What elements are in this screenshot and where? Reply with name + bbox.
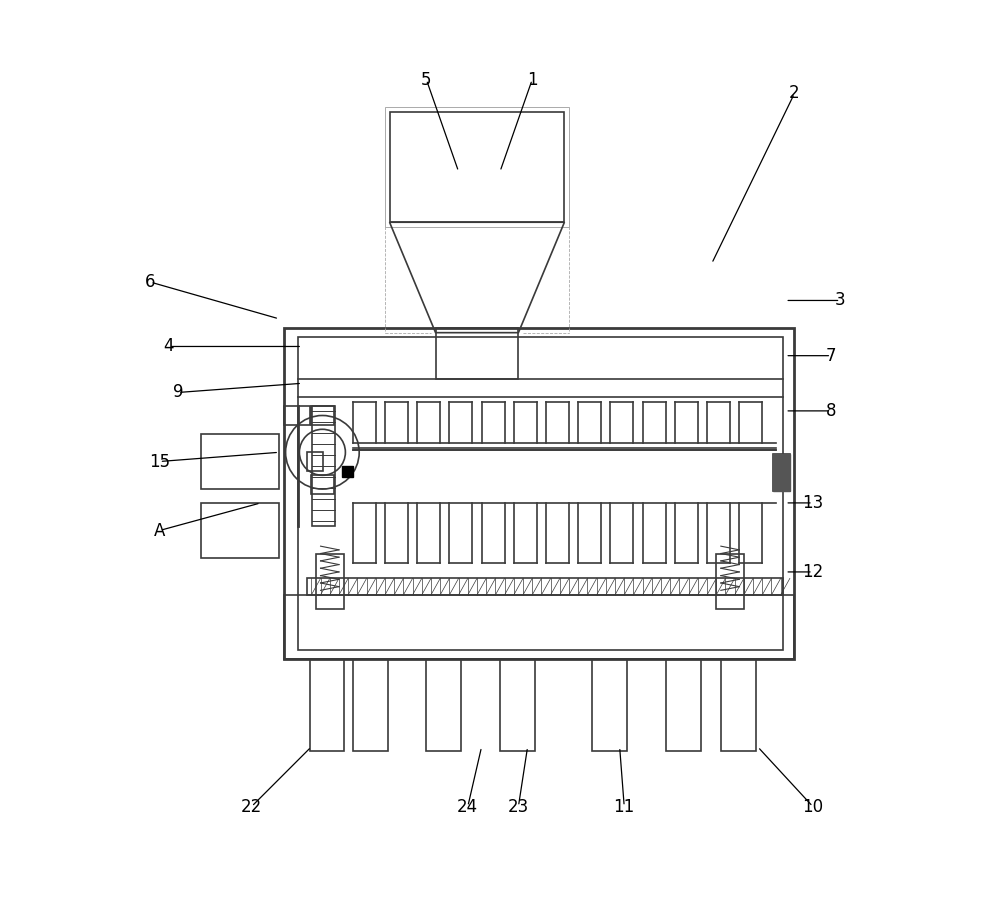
Text: 23: 23	[508, 797, 529, 816]
Text: 12: 12	[802, 563, 824, 581]
Text: 1: 1	[527, 70, 538, 89]
Text: 13: 13	[802, 494, 824, 512]
Bar	[342, 466, 353, 477]
Text: 8: 8	[826, 402, 837, 420]
Text: 11: 11	[614, 797, 635, 816]
Text: 7: 7	[826, 347, 837, 365]
Text: 2: 2	[789, 84, 800, 102]
Text: A: A	[154, 521, 165, 540]
Text: 5: 5	[421, 70, 432, 89]
Text: 22: 22	[241, 797, 262, 816]
Bar	[773, 454, 790, 491]
Text: 15: 15	[149, 452, 170, 471]
Text: 3: 3	[835, 292, 846, 309]
Text: 6: 6	[145, 273, 156, 291]
Text: 4: 4	[163, 338, 174, 355]
Text: 24: 24	[457, 797, 478, 816]
Text: 9: 9	[173, 383, 183, 402]
Text: 10: 10	[802, 797, 823, 816]
